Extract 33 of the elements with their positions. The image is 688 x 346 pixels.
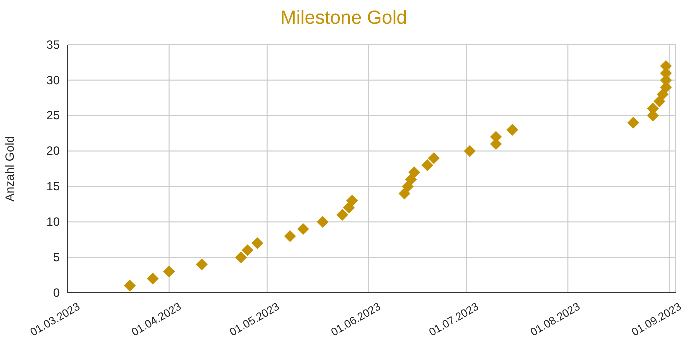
point — [252, 237, 264, 250]
point — [628, 117, 640, 129]
y-tick-label: 35 — [46, 38, 60, 52]
point — [346, 194, 358, 207]
point — [124, 280, 136, 292]
point — [405, 174, 418, 186]
y-tick-label: 25 — [46, 108, 60, 123]
point — [242, 244, 254, 256]
point — [398, 188, 411, 200]
point — [336, 209, 348, 221]
point — [196, 258, 208, 271]
y-tick-label: 30 — [46, 73, 60, 88]
point — [163, 266, 176, 278]
point — [408, 166, 420, 178]
point — [422, 160, 434, 172]
y-tick-label: 0 — [53, 286, 60, 300]
y-tick-label: 5 — [53, 250, 60, 264]
y-tick-label: 15 — [46, 180, 60, 194]
point — [297, 223, 310, 236]
chart-title: Milestone Gold — [280, 8, 408, 29]
point — [402, 180, 414, 193]
point — [428, 152, 440, 164]
point — [657, 88, 669, 101]
point — [284, 230, 296, 242]
point — [235, 252, 248, 264]
y-tick-label: 10 — [46, 214, 60, 229]
point — [317, 216, 329, 228]
y-tick-label: 20 — [46, 144, 60, 158]
point — [343, 202, 356, 214]
point — [464, 145, 476, 158]
y-axis-title: Anzahl Gold — [3, 136, 17, 202]
point — [506, 124, 518, 136]
point — [147, 272, 159, 285]
